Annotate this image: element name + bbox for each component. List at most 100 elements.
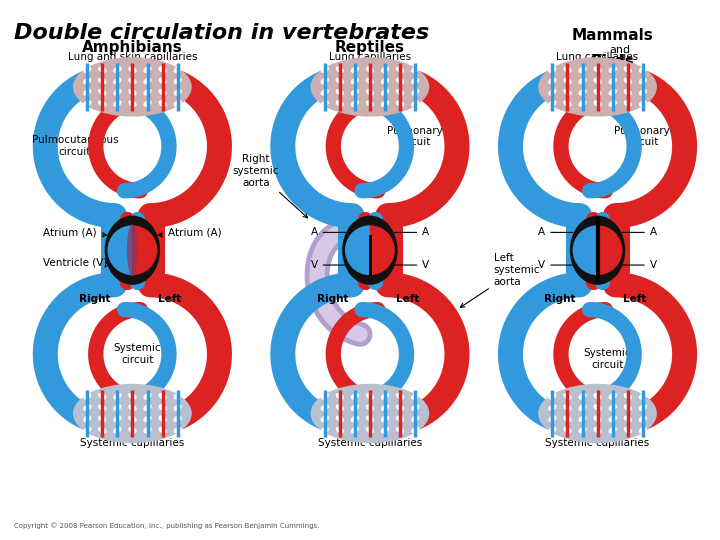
- Text: A: A: [310, 227, 346, 238]
- Ellipse shape: [83, 427, 91, 434]
- Ellipse shape: [578, 100, 587, 107]
- Ellipse shape: [336, 66, 344, 73]
- Ellipse shape: [143, 393, 152, 400]
- Ellipse shape: [98, 100, 107, 107]
- Ellipse shape: [411, 66, 419, 73]
- Ellipse shape: [158, 415, 167, 422]
- Ellipse shape: [320, 404, 329, 411]
- Text: Right
systemic
aorta: Right systemic aorta: [233, 154, 307, 218]
- Ellipse shape: [143, 427, 152, 434]
- Ellipse shape: [336, 415, 344, 422]
- Ellipse shape: [128, 66, 137, 73]
- Ellipse shape: [336, 89, 344, 96]
- Ellipse shape: [593, 78, 602, 84]
- Text: Systemic capillaries: Systemic capillaries: [80, 416, 184, 448]
- Ellipse shape: [336, 393, 344, 400]
- Ellipse shape: [593, 89, 602, 96]
- Text: V: V: [395, 260, 429, 270]
- Ellipse shape: [563, 89, 572, 96]
- Ellipse shape: [639, 427, 647, 434]
- Ellipse shape: [639, 415, 647, 422]
- Ellipse shape: [538, 384, 657, 443]
- Ellipse shape: [128, 89, 137, 96]
- Wedge shape: [598, 225, 623, 275]
- Ellipse shape: [336, 100, 344, 107]
- Wedge shape: [345, 225, 370, 275]
- Ellipse shape: [158, 427, 167, 434]
- Ellipse shape: [411, 404, 419, 411]
- Ellipse shape: [128, 78, 137, 84]
- Ellipse shape: [98, 78, 107, 84]
- Ellipse shape: [411, 415, 419, 422]
- Ellipse shape: [548, 89, 557, 96]
- Text: Pulmonary
circuit: Pulmonary circuit: [387, 126, 442, 147]
- Ellipse shape: [113, 100, 122, 107]
- Ellipse shape: [158, 89, 167, 96]
- Ellipse shape: [366, 393, 374, 400]
- Ellipse shape: [624, 404, 632, 411]
- Ellipse shape: [608, 100, 617, 107]
- Text: Atrium (A): Atrium (A): [158, 227, 222, 238]
- Text: Left: Left: [396, 294, 419, 303]
- Ellipse shape: [83, 78, 91, 84]
- Ellipse shape: [366, 404, 374, 411]
- Wedge shape: [132, 225, 157, 275]
- Ellipse shape: [113, 415, 122, 422]
- Ellipse shape: [310, 57, 429, 117]
- Text: A: A: [622, 227, 657, 238]
- Ellipse shape: [548, 100, 557, 107]
- Ellipse shape: [639, 89, 647, 96]
- Ellipse shape: [351, 427, 359, 434]
- Ellipse shape: [128, 415, 137, 422]
- Ellipse shape: [396, 393, 405, 400]
- Ellipse shape: [624, 393, 632, 400]
- Ellipse shape: [366, 78, 374, 84]
- Text: Right: Right: [317, 294, 348, 303]
- Ellipse shape: [639, 100, 647, 107]
- Ellipse shape: [578, 66, 587, 73]
- Ellipse shape: [608, 89, 617, 96]
- Text: Reptiles: Reptiles: [335, 40, 405, 55]
- Ellipse shape: [563, 415, 572, 422]
- Ellipse shape: [73, 384, 192, 443]
- Ellipse shape: [98, 66, 107, 73]
- Ellipse shape: [128, 393, 137, 400]
- Ellipse shape: [336, 404, 344, 411]
- Ellipse shape: [578, 404, 587, 411]
- Ellipse shape: [639, 66, 647, 73]
- Ellipse shape: [174, 100, 182, 107]
- Ellipse shape: [411, 100, 419, 107]
- Ellipse shape: [113, 66, 122, 73]
- Ellipse shape: [143, 89, 152, 96]
- Ellipse shape: [396, 427, 405, 434]
- Ellipse shape: [174, 427, 182, 434]
- Ellipse shape: [396, 100, 405, 107]
- Ellipse shape: [563, 404, 572, 411]
- Ellipse shape: [73, 57, 192, 117]
- Text: Systemic
circuit: Systemic circuit: [584, 348, 631, 370]
- Ellipse shape: [624, 427, 632, 434]
- Ellipse shape: [608, 393, 617, 400]
- Ellipse shape: [342, 215, 397, 285]
- Ellipse shape: [158, 78, 167, 84]
- Ellipse shape: [366, 415, 374, 422]
- Ellipse shape: [608, 415, 617, 422]
- Ellipse shape: [411, 393, 419, 400]
- Text: Lung and skin capillaries: Lung and skin capillaries: [68, 52, 197, 85]
- Ellipse shape: [158, 66, 167, 73]
- Wedge shape: [370, 225, 395, 275]
- Ellipse shape: [548, 415, 557, 422]
- Ellipse shape: [411, 78, 419, 84]
- Ellipse shape: [174, 66, 182, 73]
- Ellipse shape: [128, 404, 137, 411]
- Ellipse shape: [336, 78, 344, 84]
- Ellipse shape: [113, 89, 122, 96]
- Ellipse shape: [143, 66, 152, 73]
- Ellipse shape: [548, 78, 557, 84]
- Text: Lung capillaries: Lung capillaries: [557, 52, 639, 85]
- Text: Right: Right: [79, 294, 110, 303]
- Text: Birds: Birds: [590, 54, 634, 69]
- Ellipse shape: [381, 404, 390, 411]
- Ellipse shape: [538, 57, 657, 117]
- Ellipse shape: [396, 404, 405, 411]
